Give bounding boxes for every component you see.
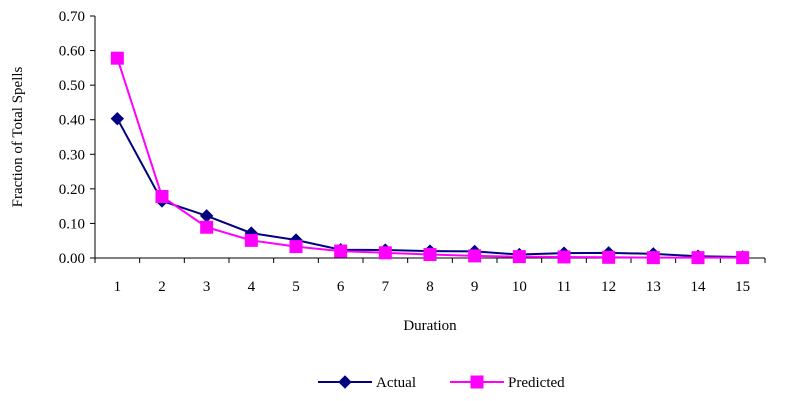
y-tick-label: 0.50	[59, 78, 85, 94]
x-tick-label: 2	[158, 279, 166, 295]
legend: Actual Predicted	[318, 375, 565, 391]
x-tick-label: 10	[512, 279, 527, 295]
y-tick-label: 0.10	[59, 216, 85, 232]
series-predicted	[110, 51, 750, 265]
data-point-predicted	[423, 248, 437, 262]
x-tick-label: 9	[471, 279, 479, 295]
legend-item-actual: Actual	[318, 375, 416, 391]
data-point-predicted	[334, 244, 348, 258]
x-axis-title: Duration	[403, 318, 457, 334]
x-tick-label: 13	[646, 279, 661, 295]
x-tick-label: 1	[114, 279, 122, 295]
x-tick-label: 14	[691, 279, 707, 295]
y-axis-title: Fraction of Total Spells	[10, 66, 26, 207]
x-tick-label: 8	[426, 279, 434, 295]
data-point-predicted	[378, 246, 392, 260]
x-tick-label: 12	[601, 279, 616, 295]
x-tick-label: 6	[337, 279, 345, 295]
data-point-predicted	[110, 51, 124, 65]
data-point-predicted	[244, 233, 258, 247]
data-point-predicted	[512, 250, 526, 264]
legend-marker-square	[470, 375, 484, 389]
series-line-actual	[116, 118, 743, 258]
data-point-predicted	[155, 189, 169, 203]
legend-item-predicted: Predicted	[450, 375, 565, 391]
x-tick-label: 3	[203, 279, 211, 295]
data-point-predicted	[289, 240, 303, 254]
plot-area	[110, 51, 750, 265]
legend-label: Actual	[376, 375, 416, 391]
data-point-predicted	[691, 251, 705, 265]
data-point-predicted	[602, 250, 616, 264]
x-tick-label: 11	[557, 279, 571, 295]
data-point-predicted	[200, 220, 214, 234]
series-actual	[110, 111, 750, 264]
y-tick-label: 0.30	[59, 147, 85, 163]
data-point-predicted	[646, 251, 660, 265]
x-tick-label: 15	[735, 279, 750, 295]
data-point-predicted	[736, 251, 750, 265]
x-tick-label: 7	[382, 279, 390, 295]
y-tick-label: 0.20	[59, 182, 85, 198]
data-point-predicted	[557, 250, 571, 264]
y-axis: 0.00 0.10 0.20 0.30 0.40 0.50 0.60 0.70	[59, 9, 96, 267]
y-tick-label: 0.70	[59, 9, 85, 25]
x-axis: 1 2 3 4 5 6 7 8 9 10 11 12 13 14 15	[94, 257, 766, 295]
x-tick-label: 5	[292, 279, 300, 295]
y-tick-label: 0.40	[59, 113, 85, 129]
y-tick-label: 0.00	[59, 251, 85, 267]
legend-marker-diamond	[338, 375, 352, 389]
x-tick-label: 4	[248, 279, 256, 295]
data-point-predicted	[468, 249, 482, 263]
legend-label: Predicted	[508, 375, 565, 391]
data-point-actual	[110, 111, 125, 126]
y-tick-label: 0.60	[59, 44, 85, 60]
data-point-actual	[199, 209, 214, 223]
